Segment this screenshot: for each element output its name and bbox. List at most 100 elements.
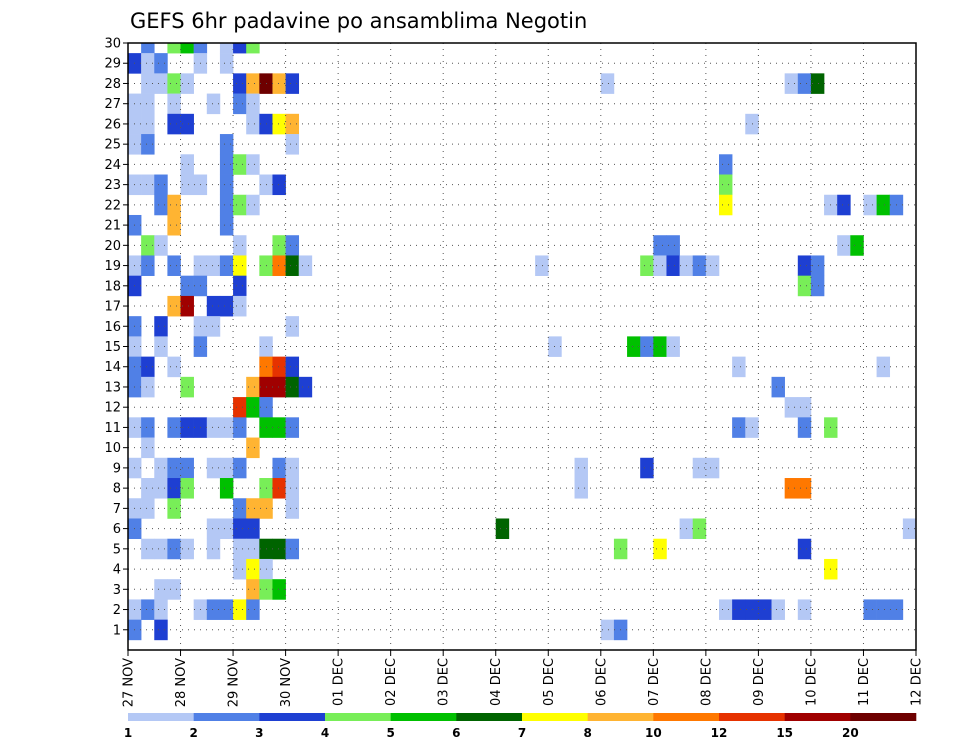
precip-cell — [233, 255, 247, 276]
y-tick-label: 3 — [113, 583, 121, 598]
y-tick-label: 27 — [104, 97, 121, 112]
precip-cell — [666, 336, 680, 357]
precip-cell — [154, 73, 168, 94]
precip-cell — [246, 579, 260, 600]
precip-cell — [653, 255, 667, 276]
precip-cell — [745, 599, 759, 620]
precip-cell — [285, 235, 300, 256]
precip-cell — [797, 397, 812, 418]
precip-cell — [640, 255, 654, 276]
precip-cell — [180, 174, 194, 196]
y-axis-ticks: 1234567891011121314151617181920212223242… — [104, 37, 128, 638]
precip-cell — [154, 538, 168, 560]
colorbar-swatch — [456, 713, 523, 721]
y-tick-label: 2 — [113, 603, 121, 618]
precip-cell — [206, 538, 221, 560]
precip-cell — [167, 356, 181, 378]
y-tick-label: 17 — [104, 300, 121, 315]
y-tick-label: 24 — [104, 158, 121, 173]
precip-cell — [167, 457, 181, 479]
colorbar-swatch — [784, 713, 851, 721]
precip-cell — [298, 255, 313, 276]
precip-cell — [180, 295, 194, 317]
colorbar-label: 6 — [452, 726, 460, 740]
precip-cell — [206, 295, 221, 317]
y-tick-label: 9 — [113, 461, 121, 476]
precip-cell — [180, 73, 194, 94]
precip-cell — [154, 579, 168, 600]
precip-cell — [272, 255, 286, 276]
precip-cell — [810, 73, 825, 94]
precip-cell — [141, 356, 155, 378]
y-tick-label: 15 — [104, 340, 121, 355]
precip-cell — [180, 457, 194, 479]
y-tick-label: 18 — [104, 279, 121, 294]
precip-cell — [666, 235, 680, 256]
precip-cell — [233, 235, 247, 256]
precip-cell — [233, 275, 247, 297]
y-tick-label: 12 — [104, 401, 121, 416]
precip-cell — [154, 336, 168, 357]
precip-cell — [272, 174, 286, 196]
precip-cell — [876, 599, 891, 620]
precip-cell — [574, 478, 588, 499]
precip-cell — [180, 417, 194, 438]
precip-cell — [246, 518, 260, 540]
precip-cell — [193, 43, 208, 54]
y-tick-label: 7 — [113, 502, 121, 517]
precip-cell — [705, 457, 720, 479]
precip-cell — [285, 134, 300, 155]
precip-cell — [154, 457, 168, 479]
precip-cell — [285, 255, 300, 276]
precip-cell — [745, 113, 759, 135]
precip-cell — [272, 579, 286, 600]
precip-cell — [272, 538, 286, 560]
colorbar-swatch — [128, 713, 194, 721]
precip-cell — [233, 43, 247, 54]
colorbar-label: 20 — [842, 726, 859, 740]
precip-cell — [167, 194, 181, 216]
x-tick-label: 30 NOV — [279, 658, 294, 707]
precip-cell — [692, 457, 707, 479]
x-tick-label: 28 NOV — [174, 658, 189, 707]
precip-cell — [233, 295, 247, 317]
precip-cell — [810, 275, 825, 297]
precip-cell — [167, 417, 181, 438]
precip-cell — [167, 113, 181, 135]
precip-cell — [206, 93, 221, 115]
x-axis-ticks: 27 NOV 28 NOV 29 NOV 30 NOV 01 DEC 02 DEC 03 D… — [122, 650, 925, 707]
x-tick-label: 09 DEC — [752, 658, 767, 706]
precip-cell — [141, 43, 155, 54]
precip-cell — [219, 134, 234, 155]
colorbar-label: 4 — [321, 726, 329, 740]
precip-cell — [246, 43, 260, 54]
precip-cell — [180, 43, 194, 54]
precip-cell — [272, 478, 286, 499]
precip-cell — [246, 93, 260, 115]
precip-cell — [272, 376, 286, 398]
precip-cell — [219, 255, 234, 276]
chart-title: GEFS 6hr padavine po ansamblima Negotin — [130, 9, 587, 33]
precip-cell — [233, 538, 247, 560]
precip-cell — [206, 518, 221, 540]
y-tick-label: 10 — [104, 441, 121, 456]
precip-cell — [719, 154, 733, 175]
precip-cell — [167, 255, 181, 276]
y-tick-label: 26 — [104, 117, 121, 132]
precip-cell — [837, 235, 851, 256]
precip-cell — [219, 295, 234, 317]
x-tick-label: 06 DEC — [594, 658, 609, 706]
precip-cell — [246, 538, 260, 560]
precip-cell — [797, 417, 812, 438]
precip-cell — [535, 255, 549, 276]
precip-cell — [206, 417, 221, 438]
precip-cell — [141, 255, 155, 276]
y-tick-label: 1 — [113, 623, 121, 638]
precip-cell — [285, 356, 300, 378]
precip-cell — [219, 518, 234, 540]
precip-cell — [219, 417, 234, 438]
precip-cell — [272, 417, 286, 438]
colorbar-swatch — [719, 713, 785, 721]
y-tick-label: 21 — [104, 219, 121, 234]
precip-cell — [206, 457, 221, 479]
